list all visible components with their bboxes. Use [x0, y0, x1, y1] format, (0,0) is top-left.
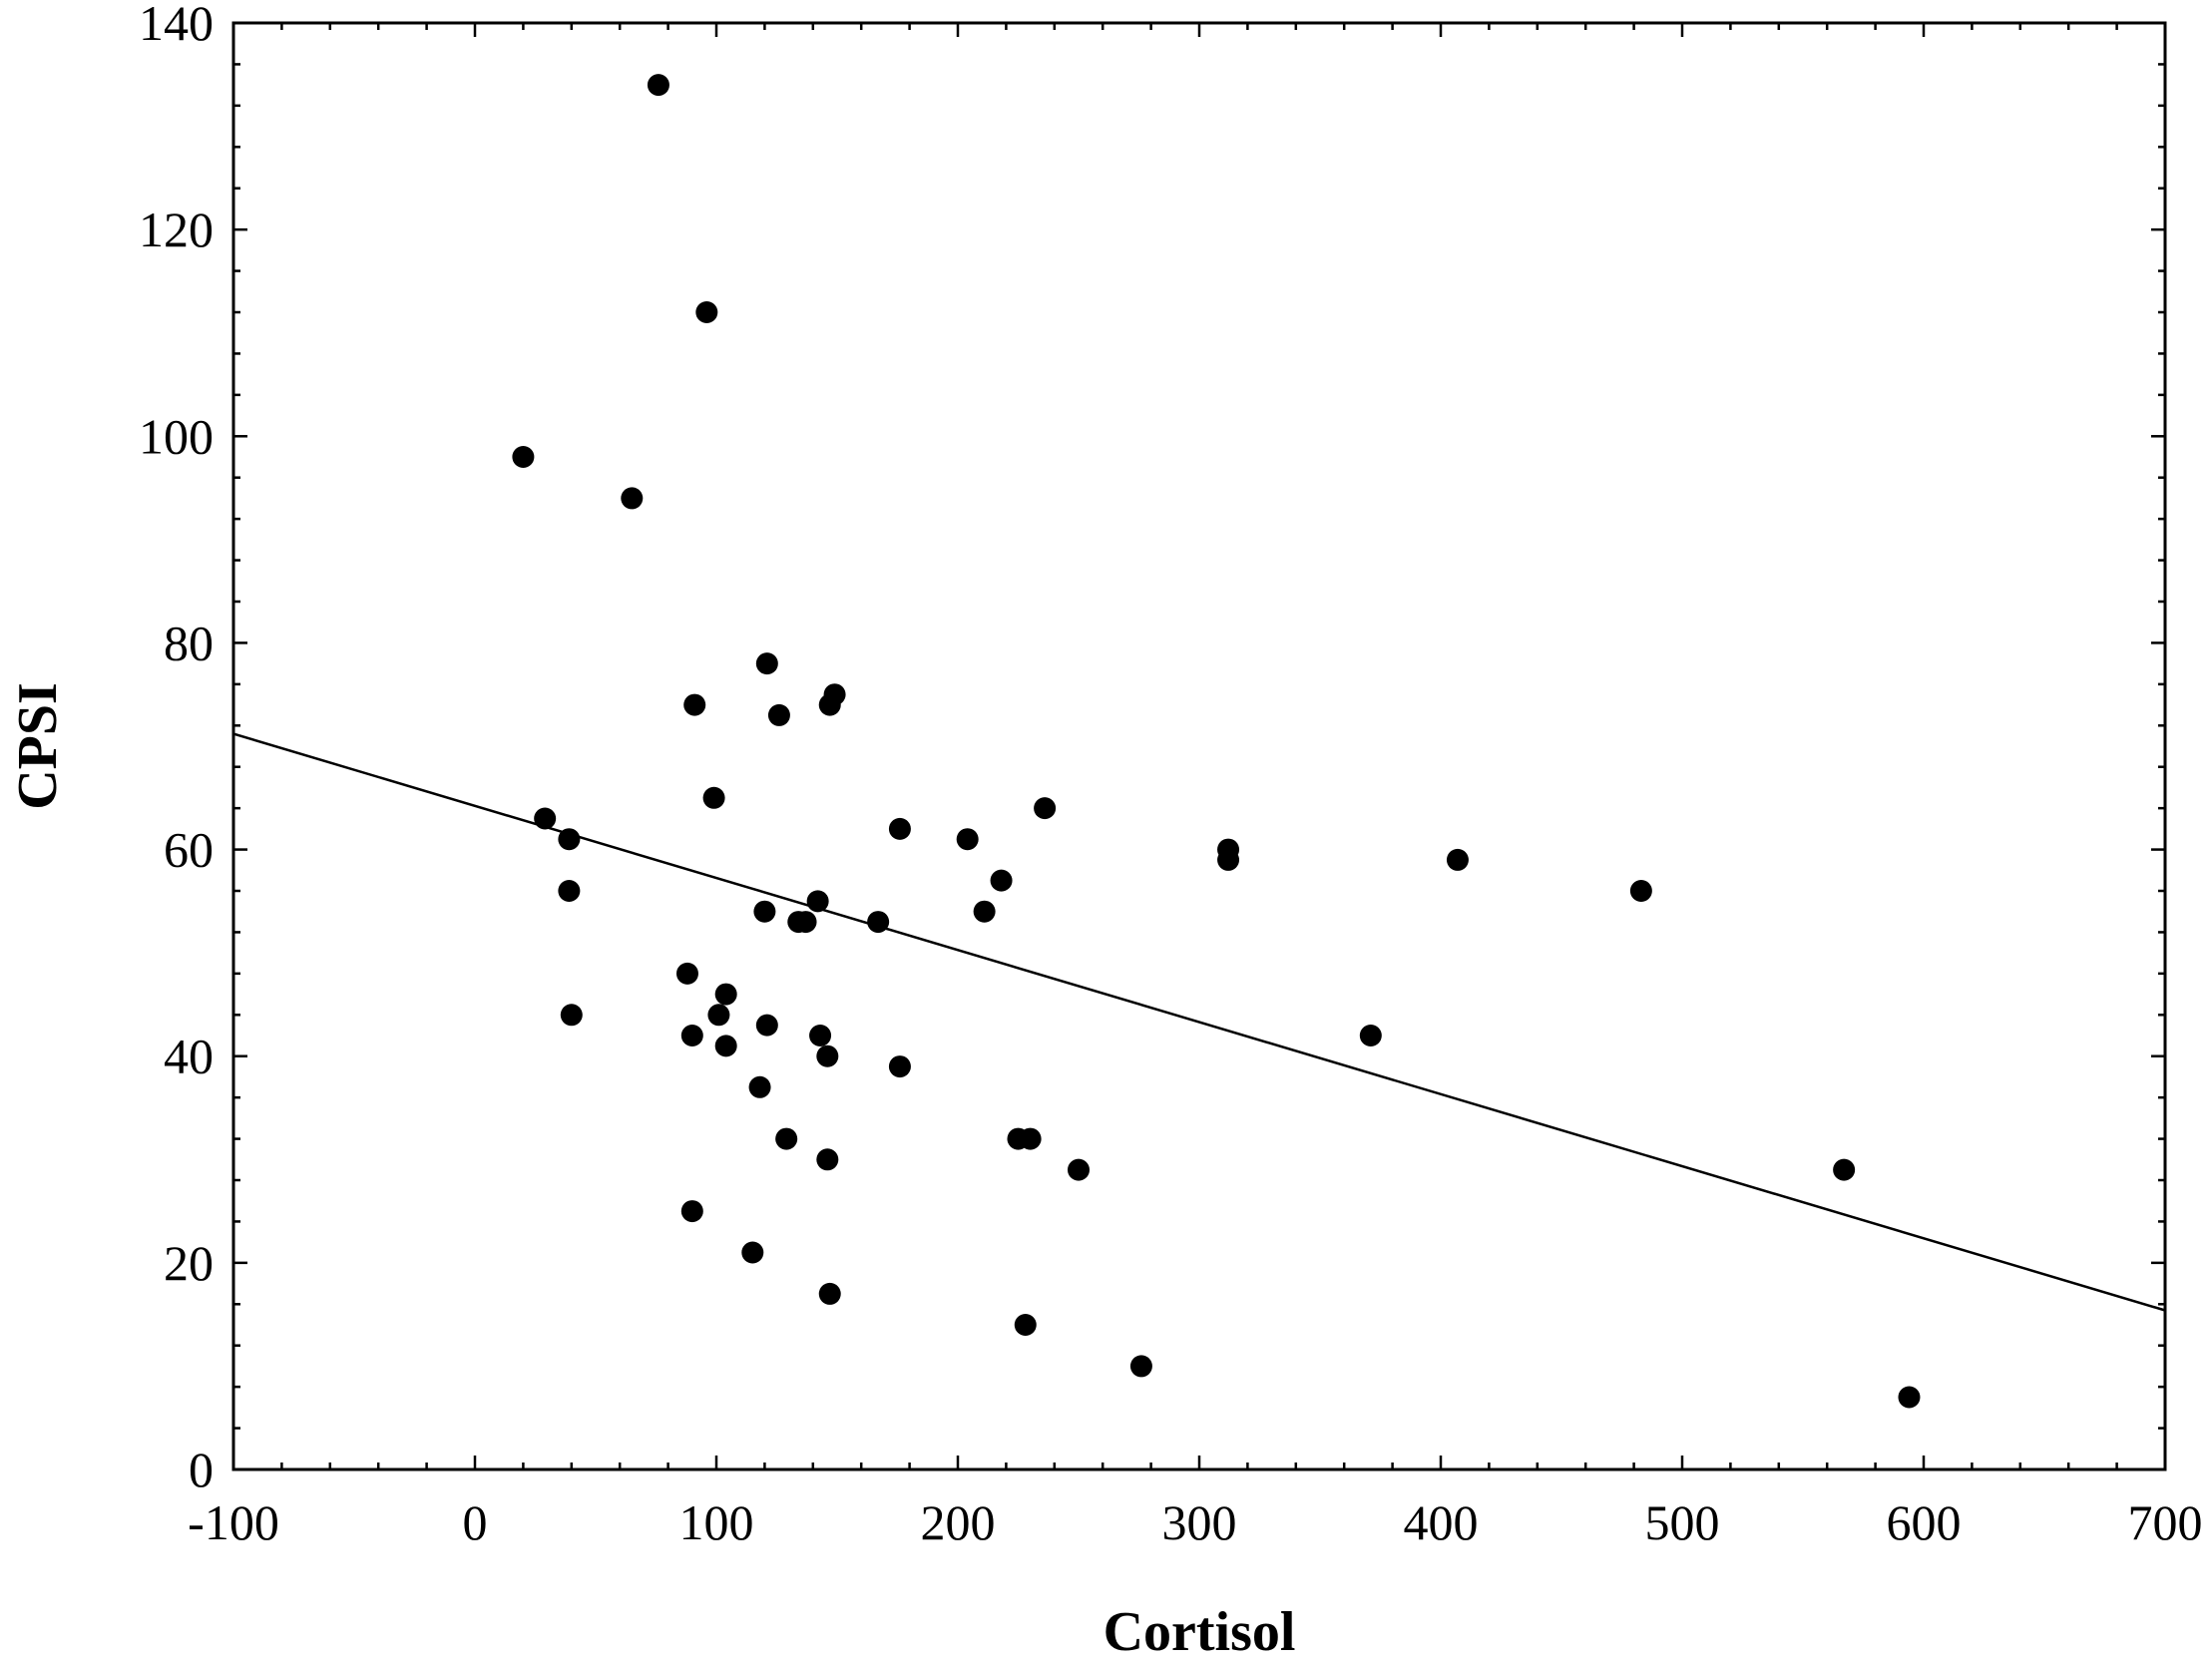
- scatter-point: [695, 301, 718, 323]
- x-tick-label: 200: [921, 1494, 996, 1550]
- x-tick-label: 700: [2128, 1494, 2203, 1550]
- scatter-point: [806, 890, 829, 913]
- x-axis-label: Cortisol: [1104, 1601, 1296, 1663]
- scatter-point: [741, 1241, 764, 1264]
- scatter-point: [816, 1044, 839, 1067]
- x-tick-label: 100: [679, 1494, 754, 1550]
- y-tick-label: 80: [164, 615, 214, 670]
- scatter-point: [534, 807, 557, 830]
- scatter-point: [1014, 1314, 1037, 1336]
- scatter-point: [753, 900, 776, 923]
- x-tick-label: 600: [1887, 1494, 1962, 1550]
- scatter-point: [818, 1282, 841, 1305]
- scatter-point: [714, 983, 737, 1006]
- scatter-point: [1019, 1127, 1042, 1150]
- x-tick-label: 300: [1162, 1494, 1237, 1550]
- scatter-point: [816, 1148, 839, 1171]
- scatter-point: [748, 1075, 771, 1098]
- scatter-point: [702, 786, 725, 809]
- scatter-point: [818, 693, 841, 716]
- scatter-point: [714, 1035, 737, 1057]
- scatter-point: [755, 652, 778, 675]
- y-tick-label: 100: [139, 408, 214, 464]
- y-tick-label: 140: [139, 0, 214, 51]
- scatter-point: [1898, 1386, 1921, 1409]
- x-tick-label: 400: [1404, 1494, 1479, 1550]
- scatter-point: [990, 869, 1013, 892]
- y-axis-label: CPSI: [7, 682, 69, 810]
- scatter-point: [675, 962, 698, 985]
- scatter-point: [512, 446, 535, 468]
- scatter-point: [683, 693, 706, 716]
- y-tick-label: 20: [164, 1235, 214, 1291]
- scatter-point: [680, 1025, 703, 1046]
- scatter-point: [680, 1200, 703, 1223]
- scatter-point: [558, 828, 581, 851]
- x-tick-label: 0: [463, 1494, 488, 1550]
- scatter-point: [1217, 848, 1240, 871]
- scatter-point: [775, 1127, 798, 1150]
- axis-ticks: [231, 21, 2167, 1471]
- x-tick-label: -100: [188, 1494, 279, 1550]
- scatter-point: [755, 1014, 778, 1037]
- scatter-point: [1833, 1158, 1856, 1181]
- plot-frame: [231, 21, 2167, 1471]
- x-tick-label: 500: [1645, 1494, 1720, 1550]
- scatter-point: [558, 880, 581, 902]
- scatter-point: [867, 911, 890, 934]
- scatter-point: [1129, 1355, 1152, 1378]
- scatter-point: [1446, 848, 1469, 871]
- scatter-point: [888, 817, 911, 840]
- scatter-point: [1034, 797, 1057, 820]
- scatter-point: [647, 74, 669, 97]
- scatter-point: [809, 1025, 832, 1046]
- scatter-point: [560, 1004, 583, 1027]
- scatter-point: [794, 911, 817, 934]
- scatter-point: [1629, 880, 1652, 902]
- scatter-point: [1359, 1025, 1382, 1046]
- scatter-point: [888, 1055, 911, 1078]
- y-tick-label: 0: [189, 1442, 214, 1497]
- tick-labels: -100 0 100 200 300 400 500 600 70002040608010012…: [139, 0, 2203, 1550]
- trend-line: [232, 732, 2166, 1312]
- y-tick-label: 120: [139, 202, 214, 257]
- scatter-point: [621, 487, 644, 510]
- scatter-point: [956, 828, 979, 851]
- data-points: [512, 74, 1921, 1409]
- scatter-point: [973, 900, 996, 923]
- scatter-point: [767, 703, 790, 726]
- scatter-point: [707, 1004, 730, 1027]
- y-tick-label: 40: [164, 1029, 214, 1084]
- scatter-point: [1068, 1158, 1090, 1181]
- y-tick-label: 60: [164, 822, 214, 878]
